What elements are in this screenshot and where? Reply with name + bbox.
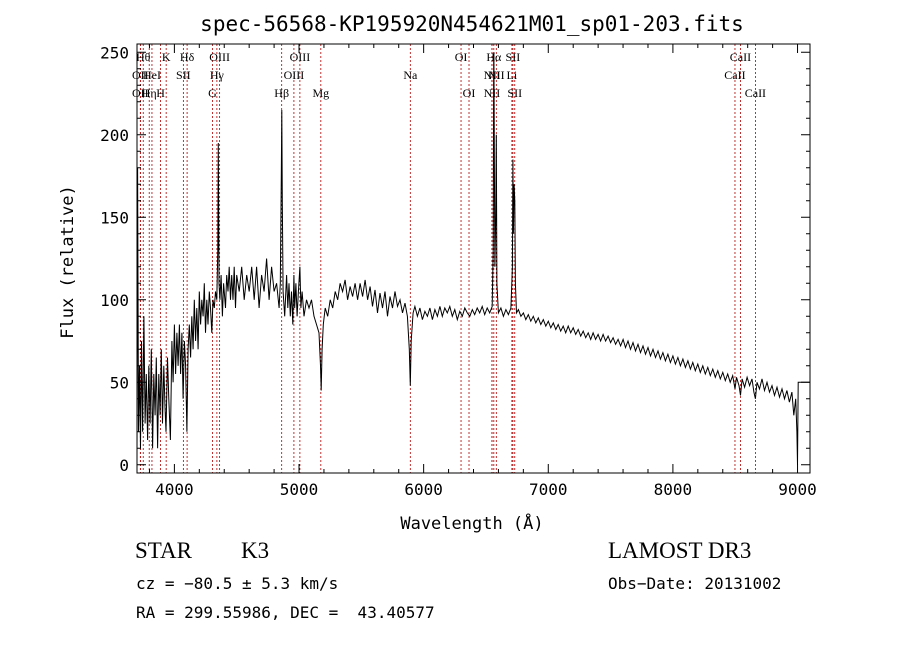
line-marker-label: SII xyxy=(506,50,521,64)
x-axis-ticks: 4000 5000 6000 7000 8000 9000 xyxy=(148,44,817,499)
coordinates-readout: RA = 299.55986, DEC = 43.40577 xyxy=(136,603,435,622)
line-marker-label: CaII xyxy=(724,68,745,82)
line-marker-label: SII xyxy=(176,68,191,82)
survey-name: LAMOST DR3 xyxy=(608,538,752,563)
line-marker-label: Hθ xyxy=(136,50,151,64)
line-marker-label: Hη xyxy=(142,86,157,100)
x-tick-label: 9000 xyxy=(778,480,817,499)
line-marker-label: SII xyxy=(507,86,522,100)
line-marker-label: H xyxy=(156,86,165,100)
chart-title: spec-56568-KP195920N454621M01_sp01-203.f… xyxy=(200,12,744,36)
line-marker-label: OIII xyxy=(290,50,311,64)
x-tick-label: 5000 xyxy=(280,480,319,499)
line-marker-label: Mg xyxy=(312,86,329,100)
line-markers xyxy=(139,44,756,473)
y-tick-label: 150 xyxy=(100,208,129,227)
line-marker-label: Li xyxy=(507,68,518,82)
line-marker-labels: OII OII Hθ Hη HeI H K SII Hδ G Hγ OIII Hβ OIII OIII Mg N… xyxy=(132,50,766,100)
y-axis-ticks: 0 50 100 150 200 250 xyxy=(100,43,810,475)
y-tick-label: 250 xyxy=(100,43,129,62)
spectral-subclass: K3 xyxy=(241,538,270,563)
line-marker-label: HeI xyxy=(143,68,161,82)
line-marker-label: CaII xyxy=(745,86,766,100)
line-marker-label: OII xyxy=(132,68,149,82)
x-axis-label: Wavelength (Å) xyxy=(400,512,543,534)
line-marker-label: NII xyxy=(488,68,505,82)
line-marker-label: Hγ xyxy=(210,68,225,82)
line-marker-label: OIII xyxy=(284,68,305,82)
line-marker-label: K xyxy=(162,50,171,64)
y-axis-label: Flux (relative) xyxy=(58,185,78,339)
line-marker-label: NII xyxy=(484,86,501,100)
line-marker-label: OI xyxy=(463,86,476,100)
line-marker-label: NII xyxy=(484,68,501,82)
line-marker-label: OIII xyxy=(209,50,230,64)
x-tick-label: 4000 xyxy=(155,480,194,499)
plot-frame xyxy=(136,43,811,474)
line-marker-label: OI xyxy=(455,50,468,64)
spectral-class: STAR xyxy=(135,538,192,563)
line-marker-label: Hβ xyxy=(274,86,289,100)
x-tick-label: 8000 xyxy=(654,480,693,499)
line-marker-label: Hδ xyxy=(180,50,195,64)
redshift-readout: cz = −80.5 ± 5.3 km/s xyxy=(136,574,339,593)
x-tick-label: 7000 xyxy=(529,480,568,499)
x-tick-label: 6000 xyxy=(404,480,443,499)
observation-date: Obs−Date: 20131002 xyxy=(608,574,782,593)
y-tick-label: 50 xyxy=(110,373,129,392)
y-tick-label: 100 xyxy=(100,291,129,310)
y-tick-label: 200 xyxy=(100,126,129,145)
line-marker-label: OII xyxy=(132,86,149,100)
line-marker-label: CaII xyxy=(730,50,751,64)
line-marker-label: Na xyxy=(403,68,418,82)
spectrum-line xyxy=(136,52,810,465)
y-tick-label: 0 xyxy=(119,456,129,475)
line-marker-label: G xyxy=(208,86,217,100)
